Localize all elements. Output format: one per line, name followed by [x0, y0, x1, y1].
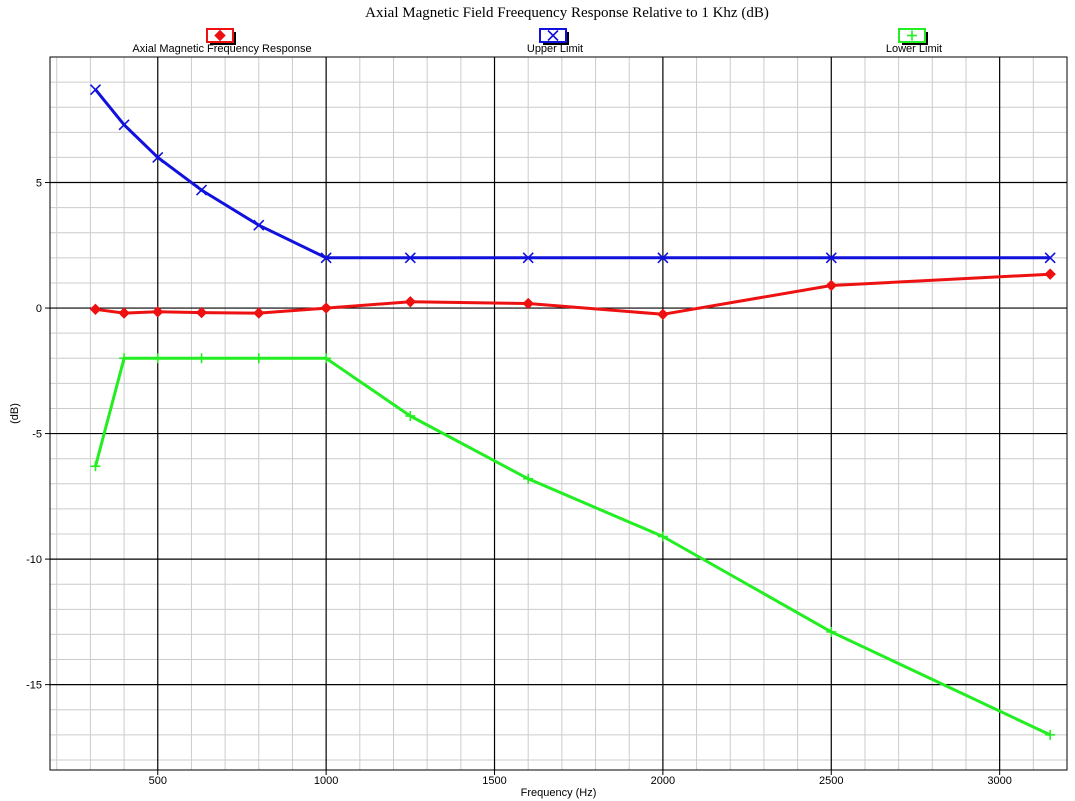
x-marker-stroke: [152, 151, 164, 163]
diamond-marker: [320, 302, 332, 314]
plus-marker: [253, 353, 264, 364]
diamond-marker: [1044, 268, 1056, 280]
series-line: [94, 356, 1051, 737]
plus-marker: [826, 626, 837, 637]
diamond-marker: [152, 306, 164, 318]
plus-marker: [119, 353, 130, 364]
x-marker-stroke: [825, 252, 837, 264]
legend-item: Upper Limit: [527, 28, 583, 55]
x-marker-stroke: [657, 252, 669, 264]
x-marker-stroke: [195, 184, 208, 196]
y-axis-label: (dB): [9, 403, 21, 424]
diamond-marker: [214, 29, 226, 42]
x-marker-stroke: [404, 252, 416, 264]
plus-marker: [1045, 729, 1056, 740]
x-marker: [1044, 252, 1056, 264]
legend-item: Axial Magnetic Frequency Response: [132, 28, 312, 55]
x-marker: [825, 252, 837, 264]
x-marker-stroke: [118, 119, 130, 131]
y-tick-label: -15: [26, 680, 42, 692]
legend-label: Upper Limit: [527, 43, 583, 55]
plus-marker: [152, 353, 163, 364]
x-tick-label: 1500: [482, 775, 506, 787]
x-marker-stroke: [89, 84, 102, 96]
plus-marker: [657, 531, 668, 542]
series-2: [89, 84, 1056, 264]
x-marker-stroke: [320, 252, 332, 264]
series-layer: [89, 84, 1056, 740]
plot-frame: [49, 56, 1068, 771]
x-marker: [547, 29, 559, 42]
axis-ticks: 500 1000 1500 2000 2500 3000 5 0 -5 -10 -15: [26, 178, 1012, 787]
diamond-marker: [522, 297, 534, 310]
x-tick-label: 3000: [987, 775, 1011, 787]
diamond-marker: [825, 279, 837, 292]
diamond-marker: [195, 306, 208, 319]
diamond-marker: [404, 296, 417, 308]
diamond-marker: [89, 303, 102, 316]
legend: Axial Magnetic Frequency Response Upper L…: [132, 28, 942, 55]
minor-grid: [50, 57, 1067, 770]
x-tick-label: 500: [149, 775, 167, 787]
x-marker-stroke: [547, 29, 559, 42]
plus-marker: [321, 353, 332, 364]
x-marker: [522, 252, 534, 264]
y-tick-label: 0: [36, 303, 42, 315]
plus-marker: [907, 30, 917, 41]
major-grid: [50, 57, 1067, 770]
x-axis-label: Frequency (Hz): [521, 787, 597, 799]
x-marker-stroke: [522, 252, 534, 264]
x-tick-label: 2000: [651, 775, 675, 787]
y-tick-label: -10: [26, 554, 42, 566]
series-3: [90, 353, 1056, 740]
diamond-marker: [253, 307, 265, 319]
diamond-marker: [657, 308, 669, 321]
x-marker: [657, 252, 669, 264]
y-tick-label: 5: [36, 178, 42, 190]
x-marker: [89, 84, 102, 96]
plus-marker: [523, 473, 534, 484]
x-marker: [195, 184, 208, 196]
chart-title: Axial Magnetic Field Freequency Response…: [365, 5, 769, 21]
x-marker: [404, 252, 416, 264]
plus-marker: [90, 461, 101, 472]
x-marker: [118, 119, 130, 131]
series-1: [89, 268, 1056, 321]
x-marker: [253, 219, 265, 231]
x-marker-stroke: [253, 219, 265, 231]
plus-marker: [405, 411, 416, 422]
x-marker: [152, 151, 164, 163]
x-tick-label: 2500: [819, 775, 843, 787]
x-marker-stroke: [1044, 252, 1056, 264]
legend-item: Lower Limit: [886, 28, 942, 55]
x-marker: [320, 252, 332, 264]
legend-label: Lower Limit: [886, 43, 942, 55]
legend-label: Axial Magnetic Frequency Response: [132, 43, 311, 55]
diamond-marker: [118, 307, 130, 319]
x-tick-label: 1000: [314, 775, 338, 787]
plus-marker: [196, 353, 207, 364]
y-tick-label: -5: [32, 429, 42, 441]
